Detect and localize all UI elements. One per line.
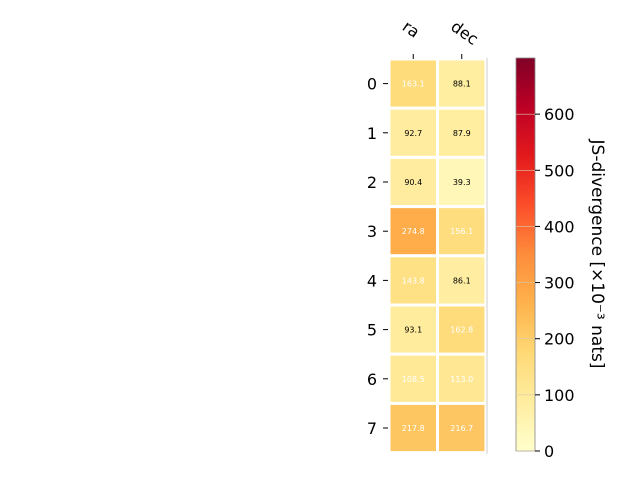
cell-value-label: 108.5 [402, 375, 425, 384]
row-tick-label: 5 [367, 321, 377, 340]
cell-value-label: 90.4 [404, 178, 422, 187]
row-tick-label: 1 [367, 124, 377, 143]
cell-value-label: 113.0 [450, 375, 473, 384]
cell-value-label: 93.1 [404, 326, 422, 335]
row-tick-label: 6 [367, 370, 377, 389]
row-tick-label: 3 [367, 222, 377, 241]
column-tick-label: dec [447, 17, 481, 49]
heatmap-cells: 163.1 88.1 92.7 87.9 90.4 39.3 274.8 156.1 143.8… [387, 57, 488, 455]
row-tick-label: 7 [367, 419, 377, 438]
colorbar-tick-label: 600 [544, 105, 575, 124]
heatmap-cell [436, 155, 488, 209]
colorbar-ticks: 0 100 200 300 400 500 600 [516, 105, 575, 461]
colorbar-tick-label: 0 [544, 442, 554, 461]
colorbar-tick-label: 200 [544, 330, 575, 349]
row-tick-labels: 0 1 2 3 4 5 6 7 [367, 75, 388, 438]
colorbar-label: JS-divergence [×10⁻³ nats] [587, 139, 607, 369]
cell-value-label: 274.8 [402, 227, 425, 236]
row-tick-label: 2 [367, 173, 377, 192]
column-tick-labels: ra dec [399, 17, 482, 59]
heatmap-cell [436, 106, 488, 159]
colorbar-tick-label: 400 [544, 217, 575, 236]
colorbar-tick-label: 500 [544, 161, 575, 180]
cell-value-label: 163.1 [402, 80, 425, 89]
cell-value-label: 88.1 [453, 80, 471, 89]
cell-value-label: 217.8 [402, 424, 425, 433]
colorbar-tick-label: 300 [544, 274, 575, 293]
column-tick-label: ra [399, 17, 423, 42]
cell-value-label: 92.7 [404, 129, 422, 138]
heatmap-cell [436, 401, 488, 455]
colorbar-tick-label: 100 [544, 386, 575, 405]
cell-value-label: 143.8 [402, 276, 425, 285]
cell-value-label: 156.1 [450, 227, 473, 236]
row-tick-label: 0 [367, 75, 377, 94]
cell-value-label: 86.1 [453, 276, 471, 285]
heatmap-cell [436, 205, 488, 258]
heatmap-cell [436, 254, 488, 307]
cell-value-label: 216.7 [450, 424, 473, 433]
colorbar: 0 100 200 300 400 500 600 JS-divergence [×10⁻³… [515, 57, 607, 461]
cell-value-label: 87.9 [453, 129, 471, 138]
cell-value-label: 39.3 [453, 178, 471, 187]
colorbar-gradient [515, 57, 536, 452]
row-tick-label: 4 [367, 271, 377, 290]
cell-value-label: 162.8 [450, 326, 473, 335]
